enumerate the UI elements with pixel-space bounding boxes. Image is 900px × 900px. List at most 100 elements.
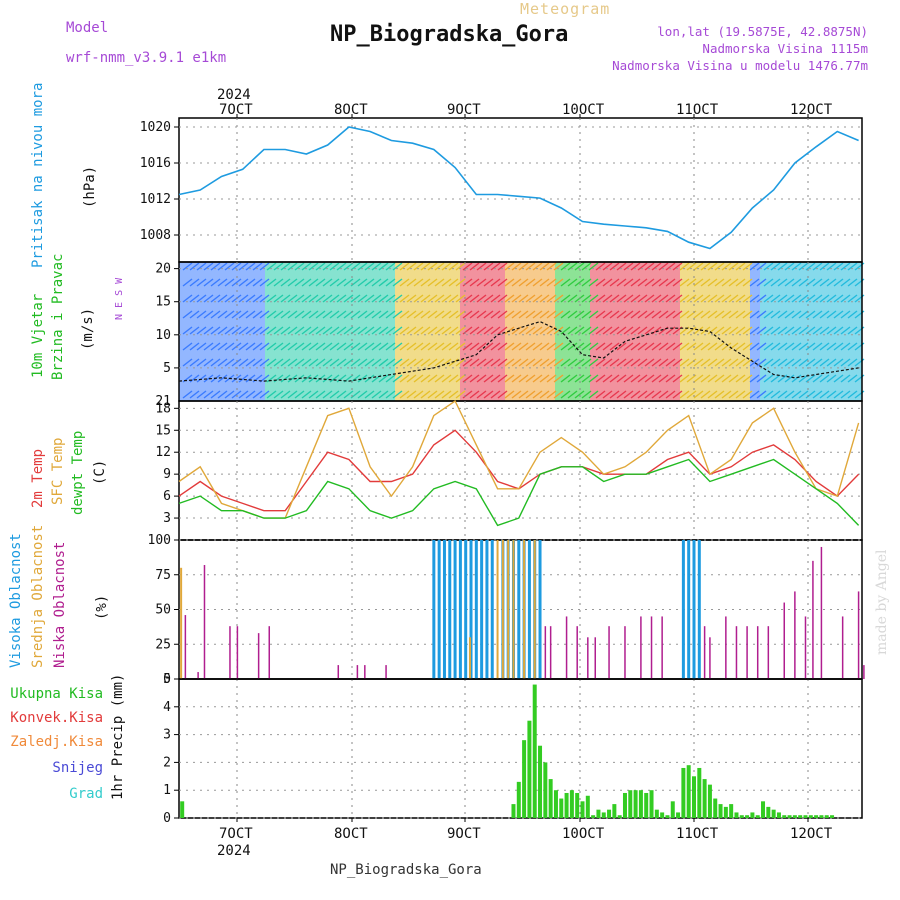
precip-bar: [591, 815, 596, 818]
wind-barb: [539, 262, 550, 271]
precip-bar: [755, 815, 760, 818]
wind-barb: [448, 294, 459, 303]
wind-barb: [784, 262, 795, 271]
model-label: Model: [66, 20, 109, 36]
wind-barb: [189, 374, 200, 383]
wind-barb: [798, 310, 809, 319]
wind-barb: [644, 390, 655, 399]
wind-barb: [469, 358, 480, 367]
wind-barb: [532, 278, 543, 287]
wind-barb: [406, 278, 417, 287]
wind-barb: [301, 374, 312, 383]
wind-barb: [574, 390, 585, 399]
wind-barb: [553, 374, 564, 383]
wind-barb: [588, 374, 599, 383]
wind-barb: [357, 262, 368, 271]
wind-barb: [546, 390, 557, 399]
y-tick-label: 4: [163, 700, 171, 715]
y-tick-label: 20: [155, 262, 171, 277]
wind-barb: [322, 262, 333, 271]
wind-barb: [511, 358, 522, 367]
wind-barb: [301, 326, 312, 335]
wind-barb: [609, 294, 620, 303]
wind-barb: [371, 326, 382, 335]
wind-barb: [462, 262, 473, 271]
low-cloud-bar: [229, 626, 231, 679]
wind-barb: [791, 278, 802, 287]
wind-barb: [350, 262, 361, 271]
wind-barb: [301, 294, 312, 303]
wind-barb: [756, 278, 767, 287]
low-cloud-bar: [857, 591, 860, 679]
wind-barb: [833, 262, 844, 271]
wind-barb: [721, 358, 732, 367]
wind-barb: [287, 374, 298, 383]
wind-barb: [847, 358, 858, 367]
wind-barb: [812, 294, 823, 303]
wind-barb: [644, 278, 655, 287]
wind-barb: [476, 390, 487, 399]
wind-barb: [287, 390, 298, 399]
wind-barb: [371, 278, 382, 287]
wind-barb: [189, 390, 200, 399]
wind-barb: [224, 262, 235, 271]
wind-barb: [609, 358, 620, 367]
wind-barb: [469, 342, 480, 351]
precip-bar: [803, 815, 808, 818]
x-tick-label-bottom: 9OCT: [447, 826, 481, 842]
wind-barb: [707, 390, 718, 399]
wind-barb: [413, 358, 424, 367]
wind-barb: [826, 262, 837, 271]
low-cloud-bar: [544, 626, 547, 679]
wind-barb: [742, 310, 753, 319]
wind-barb: [511, 278, 522, 287]
low-cloud-bar: [650, 616, 653, 679]
wind-barb: [329, 342, 340, 351]
panel-frame-4: [178, 539, 863, 680]
wind-barb: [616, 342, 627, 351]
wind-barb: [343, 294, 354, 303]
wind-barb: [217, 278, 228, 287]
wind-barb: [357, 278, 368, 287]
wind-barb: [798, 342, 809, 351]
wind-barb: [602, 326, 613, 335]
wind-barb: [714, 294, 725, 303]
wind-barb: [742, 262, 753, 271]
wind-barb: [735, 342, 746, 351]
wind-barb: [224, 310, 235, 319]
wind-barb: [399, 294, 410, 303]
low-cloud-bar: [364, 665, 366, 679]
wind-barb: [294, 278, 305, 287]
high-cloud-bar: [687, 540, 691, 679]
wind-barb: [378, 278, 389, 287]
precip-bar: [745, 815, 750, 818]
wind-barb: [553, 262, 564, 271]
wind-barb: [371, 294, 382, 303]
wind-barb: [441, 262, 452, 271]
wind-barb: [777, 326, 788, 335]
wind-barb: [301, 358, 312, 367]
wind-barb: [210, 358, 221, 367]
wind-barb: [483, 358, 494, 367]
wind-barb: [455, 326, 466, 335]
wind-barb: [609, 326, 620, 335]
wind-barb: [532, 342, 543, 351]
precip-bar: [771, 809, 776, 818]
wind-barb: [700, 374, 711, 383]
precip-bar: [734, 812, 739, 818]
wind-barb: [518, 310, 529, 319]
wind-barb: [637, 294, 648, 303]
mid-cloud-bar: [501, 540, 504, 679]
wind-barb: [504, 262, 515, 271]
wind-barb: [434, 358, 445, 367]
wind-barb: [553, 310, 564, 319]
wind-barb: [707, 278, 718, 287]
low-cloud-bar: [385, 665, 387, 679]
precip-bar: [532, 684, 537, 818]
wind-barb: [847, 310, 858, 319]
wind-barb: [294, 310, 305, 319]
wind-barb: [196, 342, 207, 351]
wind-barb: [819, 358, 830, 367]
wind-barb: [196, 374, 207, 383]
wind-barb: [525, 310, 536, 319]
